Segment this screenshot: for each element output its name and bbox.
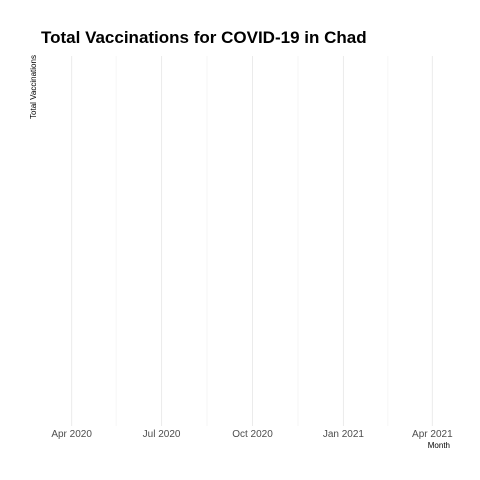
x-axis-title: Month bbox=[428, 441, 450, 450]
minor-gridlines bbox=[115, 56, 389, 426]
x-tick-labels: Apr 2020 Jul 2020 Oct 2020 Jan 2021 Apr 2021 bbox=[51, 429, 453, 440]
x-tick-label-4: Apr 2021 bbox=[412, 429, 453, 440]
x-tick-label-3: Jan 2021 bbox=[323, 429, 365, 440]
major-gridlines bbox=[71, 56, 433, 426]
y-axis-title: Total Vaccinations bbox=[29, 55, 38, 119]
x-tick-label-0: Apr 2020 bbox=[51, 429, 92, 440]
chart-title: Total Vaccinations for COVID-19 in Chad bbox=[41, 28, 367, 47]
x-tick-label-1: Jul 2020 bbox=[143, 429, 181, 440]
x-tick-label-2: Oct 2020 bbox=[232, 429, 273, 440]
